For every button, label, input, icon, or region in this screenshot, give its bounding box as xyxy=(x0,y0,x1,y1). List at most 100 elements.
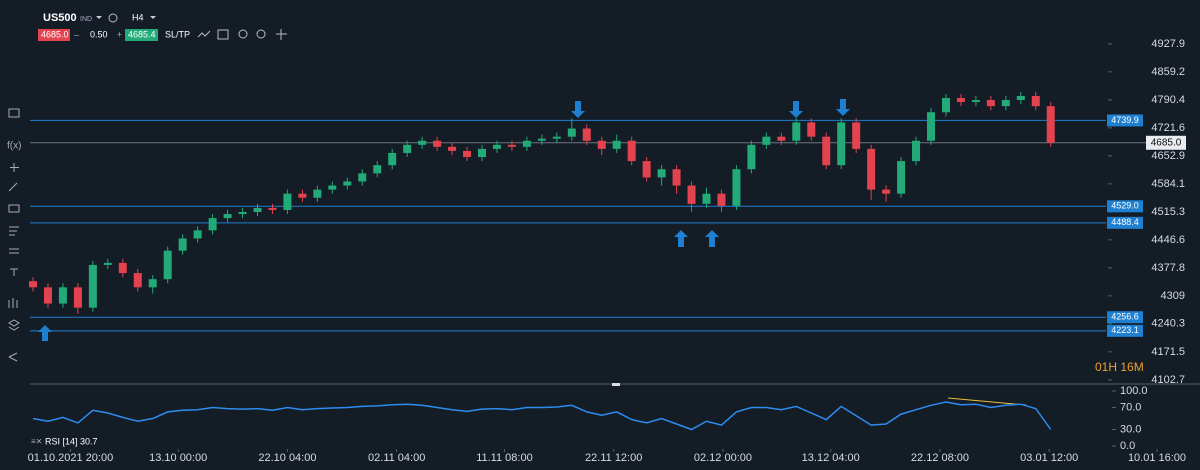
tool-icon[interactable] xyxy=(9,248,19,254)
x-tick-label: 22.12 08:00 xyxy=(911,452,969,464)
rsi-y-tick-label: 70.0 xyxy=(1120,401,1141,413)
x-tick-label: 02.12 00:00 xyxy=(694,452,752,464)
y-tick-label: 4584.1 xyxy=(1151,178,1185,190)
fx-icon[interactable]: f(x) xyxy=(7,141,21,152)
y-tick-label: 4859.2 xyxy=(1151,66,1185,78)
candle-body xyxy=(73,287,82,308)
zoom-in-icon[interactable] xyxy=(256,29,266,39)
timeframe[interactable]: H4 xyxy=(132,12,144,22)
down-arrow xyxy=(571,101,585,118)
candle-body xyxy=(956,97,965,103)
candle-body xyxy=(597,140,606,149)
share-icon[interactable] xyxy=(8,352,18,362)
candle-body xyxy=(118,262,127,274)
buy-button[interactable] xyxy=(125,29,158,41)
tool-icon[interactable] xyxy=(9,226,19,236)
y-tick-label: 4377.8 xyxy=(1151,262,1185,274)
rsi-y-tick-label: 0.0 xyxy=(1120,440,1135,452)
level-label: 4256.6 xyxy=(1111,312,1139,322)
dropdown-icon[interactable] xyxy=(150,16,156,19)
candle-body xyxy=(133,273,142,288)
tool-icon[interactable] xyxy=(8,204,20,213)
candle-body xyxy=(418,140,427,145)
level-label: 4739.9 xyxy=(1111,115,1139,125)
y-tick-label: 4927.9 xyxy=(1151,38,1185,50)
dropdown-icon[interactable] xyxy=(96,16,102,19)
x-tick-label: 13.12 04:00 xyxy=(802,452,860,464)
market: IND xyxy=(80,16,92,23)
candle-body xyxy=(88,264,97,308)
level-label-box xyxy=(1107,324,1143,337)
tool-icon[interactable] xyxy=(8,319,20,331)
candle-body xyxy=(762,136,771,145)
symbol[interactable]: US500 xyxy=(43,12,77,24)
down-arrow xyxy=(836,99,850,116)
level-label: 4223.1 xyxy=(1111,325,1139,335)
tool-icon[interactable] xyxy=(10,268,18,276)
candle-body xyxy=(792,122,801,141)
rsi-title: RSI [14] 30.7 xyxy=(45,436,98,446)
y-tick-label: 4171.5 xyxy=(1151,346,1185,358)
down-arrow xyxy=(789,101,803,118)
rsi-y-tick-label: 100.0 xyxy=(1120,385,1148,397)
x-tick-label: 02.11 04:00 xyxy=(368,452,425,464)
y-tick-label: 4652.9 xyxy=(1151,150,1185,162)
x-tick-label: 22.11 12:00 xyxy=(585,452,642,464)
tool-icon[interactable] xyxy=(8,108,20,118)
candle-body xyxy=(882,189,891,194)
candle-body xyxy=(43,287,52,304)
tool-icon[interactable] xyxy=(8,298,18,308)
candle-body xyxy=(358,173,367,182)
level-label-box xyxy=(1107,216,1143,229)
up-arrow xyxy=(674,230,688,247)
plus[interactable]: + xyxy=(117,29,122,39)
level-label: 4529.0 xyxy=(1111,201,1139,211)
candle-body xyxy=(897,161,906,194)
candle-body xyxy=(867,148,876,190)
x-tick-label: 13.10 00:00 xyxy=(149,452,207,464)
candle-body xyxy=(552,136,561,139)
tool-icon[interactable] xyxy=(8,182,18,192)
rsi-line xyxy=(32,401,1052,431)
candle-body xyxy=(492,144,501,149)
candle-body xyxy=(777,136,786,141)
volume[interactable]: 0.50 xyxy=(90,29,108,39)
sltp[interactable]: SL/TP xyxy=(165,29,190,39)
draw-icon[interactable] xyxy=(197,30,211,38)
candle-body xyxy=(582,128,591,141)
candle-body xyxy=(747,144,756,170)
move-icon[interactable] xyxy=(276,29,287,40)
level-label-box xyxy=(1107,311,1143,324)
level-label: 4488.4 xyxy=(1111,217,1139,227)
annotation-arrows xyxy=(38,99,850,341)
sell-price[interactable]: 4685.0 xyxy=(41,29,69,39)
tool-icon[interactable] xyxy=(10,163,19,172)
y-tick-label: 4790.4 xyxy=(1151,94,1185,106)
x-tick-label: 03.01 12:00 xyxy=(1020,452,1078,464)
candle-body xyxy=(807,122,816,137)
candle-body xyxy=(103,262,112,265)
candle-body xyxy=(537,138,546,141)
candle-body xyxy=(1016,95,1025,101)
x-tick-label: 01.10.2021 20:00 xyxy=(28,452,114,464)
clock-icon[interactable] xyxy=(108,13,118,23)
buy-price[interactable]: 4685.4 xyxy=(128,29,156,39)
rsi-icons[interactable]: ≡✕ xyxy=(31,437,42,446)
candle-body xyxy=(268,207,277,210)
candle-body xyxy=(298,193,307,198)
panel-handle[interactable] xyxy=(612,383,620,386)
candle-body xyxy=(403,144,412,153)
candle-body xyxy=(507,144,516,147)
candle-body xyxy=(253,207,262,212)
up-arrow xyxy=(38,325,52,341)
sell-button[interactable] xyxy=(38,29,70,41)
zoom-out-icon[interactable] xyxy=(238,29,248,39)
candle-body xyxy=(328,185,337,190)
candle-body xyxy=(478,148,486,158)
current-price-box xyxy=(1146,135,1186,150)
candle-body xyxy=(163,250,172,280)
indicator-icon[interactable] xyxy=(217,29,229,40)
minus[interactable]: – xyxy=(74,29,79,39)
